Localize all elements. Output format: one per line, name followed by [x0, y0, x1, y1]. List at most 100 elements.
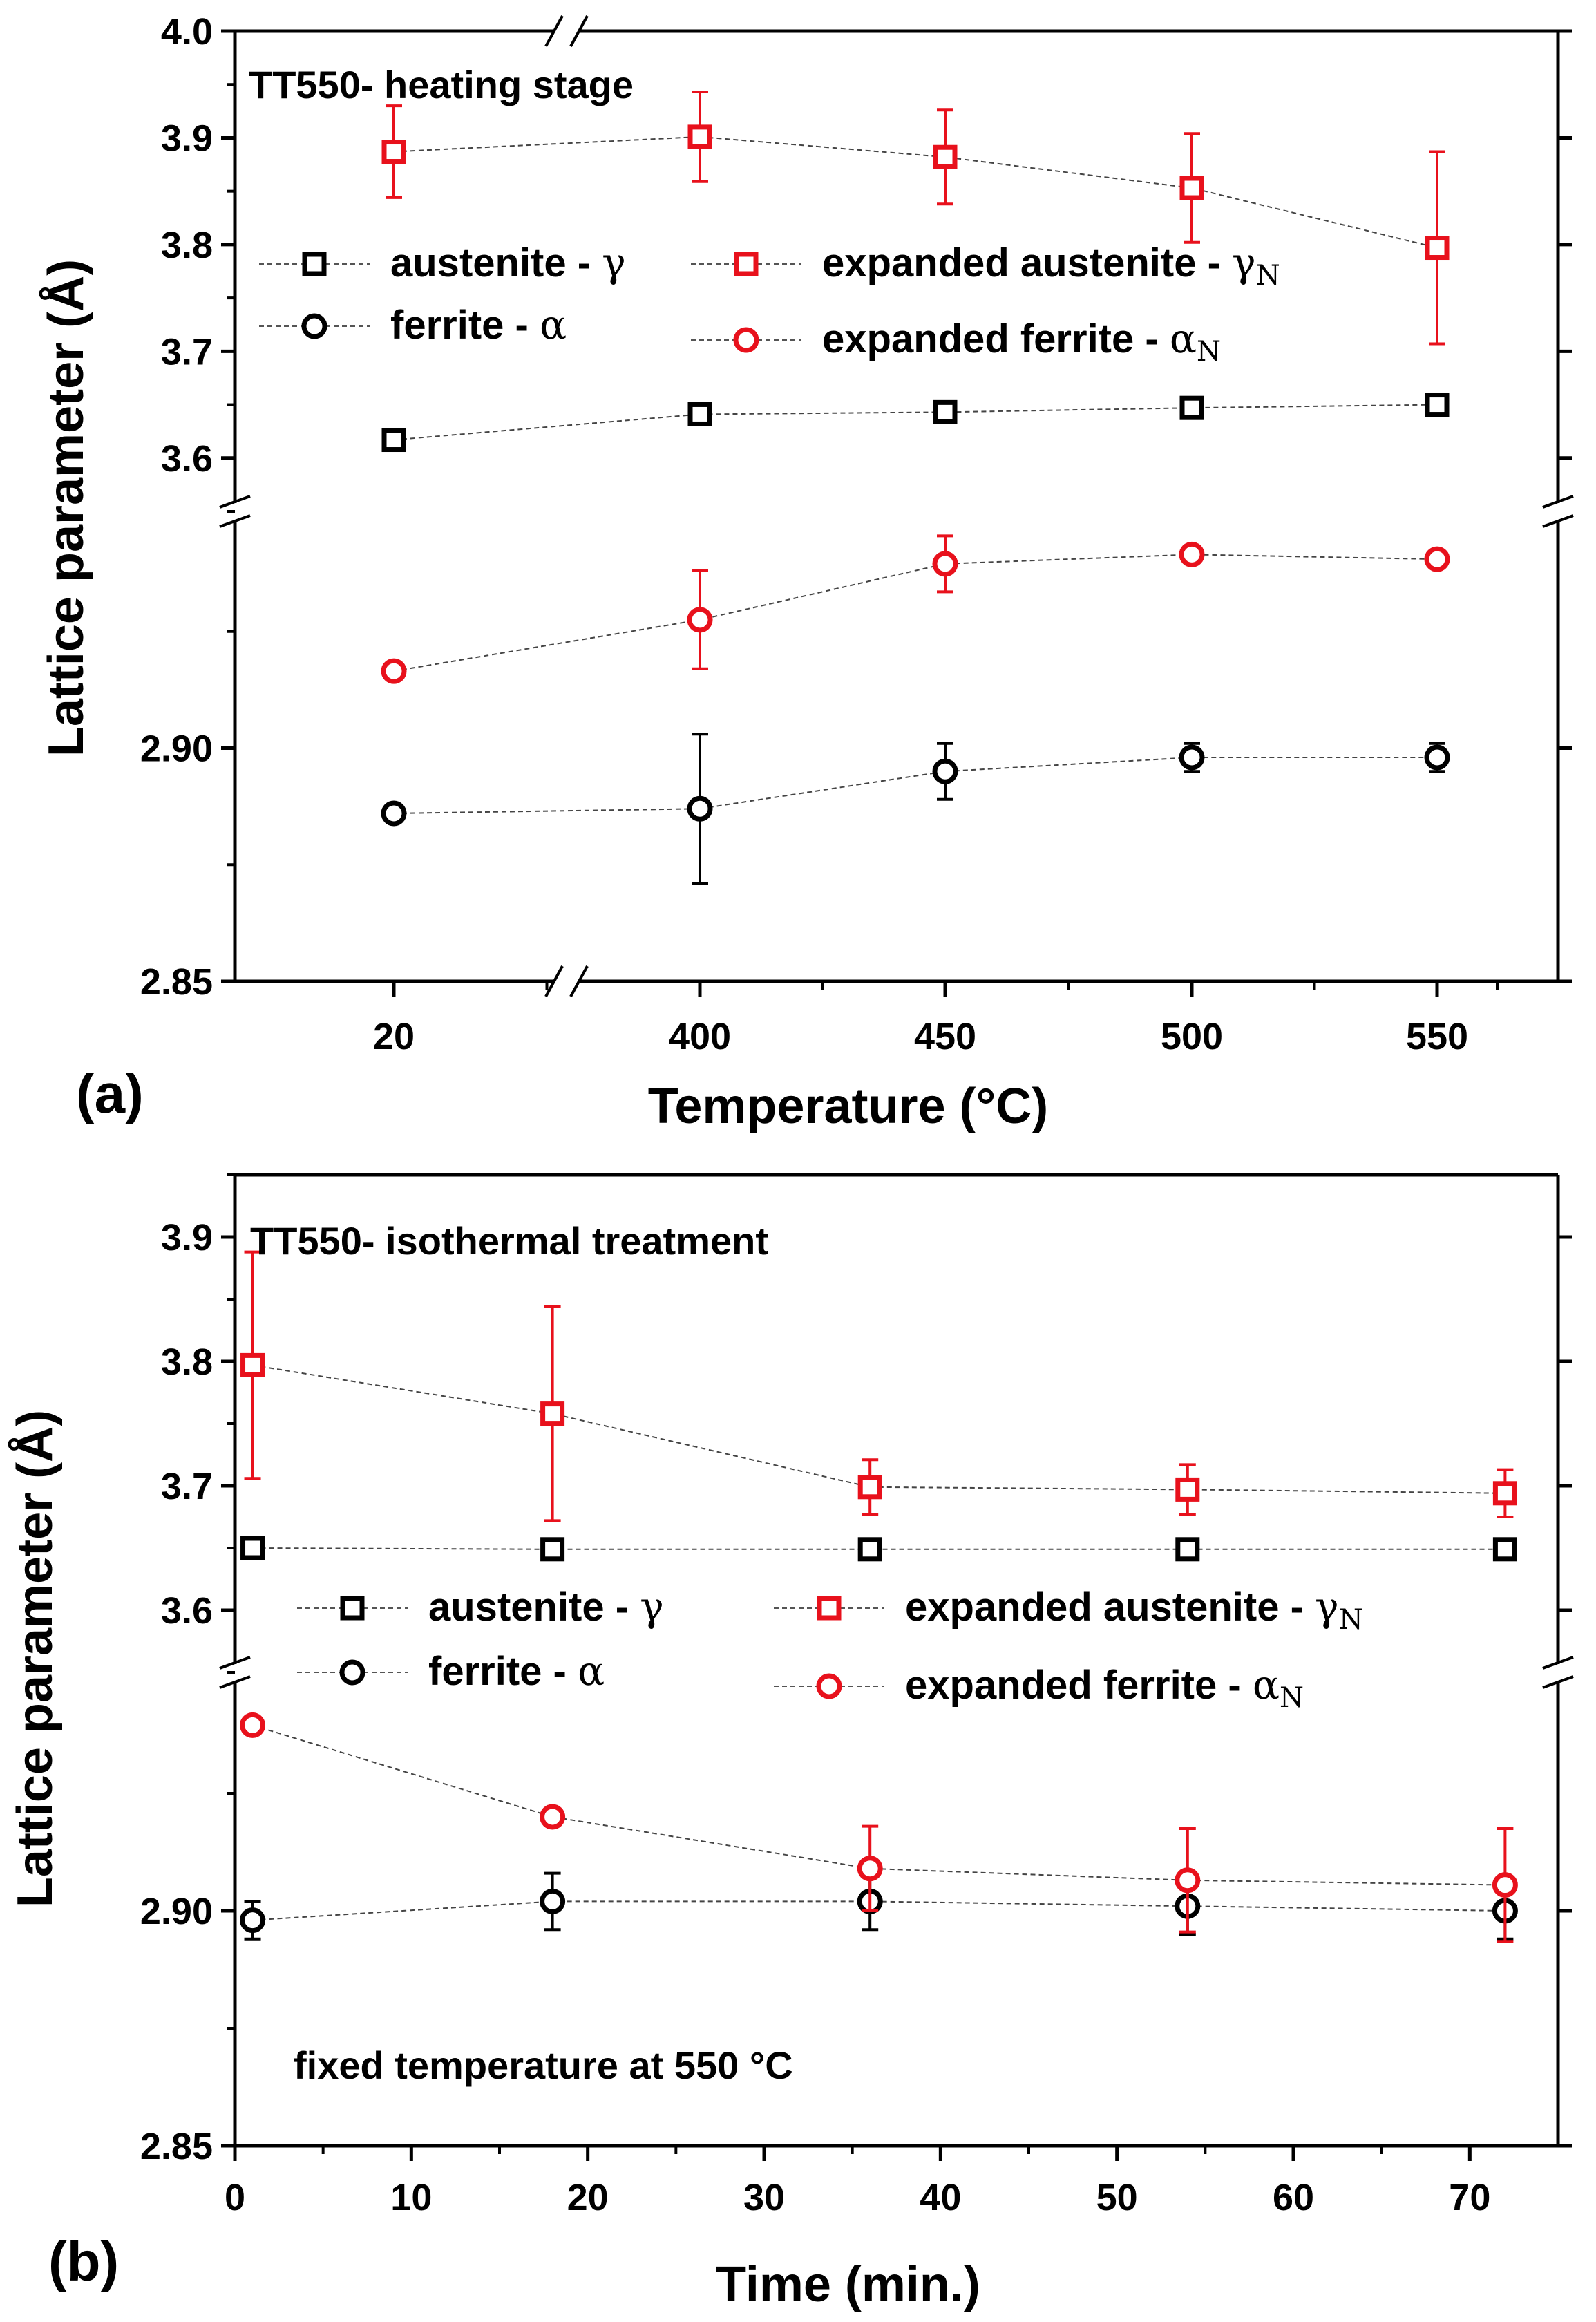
- legend-label-2: ferrite - α: [390, 301, 567, 348]
- data-point: [540, 1537, 565, 1562]
- data-point: [1425, 236, 1450, 261]
- data-point: [540, 1888, 566, 1914]
- legend-label-1: expanded austenite - γN: [822, 239, 1280, 292]
- series-austenite: [381, 393, 1450, 453]
- y-tick-label: 3.7: [161, 1466, 213, 1507]
- data-point: [933, 399, 958, 424]
- y-tick-label: 2.90: [140, 1891, 213, 1932]
- data-point: [1492, 1537, 1517, 1562]
- axis-break-mark: [219, 514, 251, 528]
- legend-label-3: expanded ferrite - αN: [905, 1661, 1304, 1714]
- chart-panel-a: 3.6 3.7 3.8 3.9 4.0 2.85 2.90 20 400 450 500 550 aus…: [39, 11, 1574, 1134]
- axis-break-mark: [219, 495, 251, 509]
- data-point: [1492, 1872, 1518, 1898]
- series-line: [252, 1364, 1505, 1494]
- series-expanded_austenite: [240, 1250, 1517, 1522]
- panel-label: (a): [76, 1063, 144, 1124]
- chart-panel-b: 3.6 3.7 3.8 3.9 2.85 2.90 0 10 20 30 40 50 60 70 auste…: [8, 1173, 1574, 2312]
- x-tick-label: 70: [1449, 2177, 1490, 2218]
- series-austenite: [240, 1536, 1517, 1562]
- data-point: [687, 402, 712, 426]
- legend-label-3: expanded ferrite - αN: [822, 315, 1221, 368]
- series-line: [393, 135, 1438, 249]
- legend-marker: [734, 252, 759, 276]
- data-point: [1424, 744, 1450, 771]
- x-tick-label: 450: [914, 1016, 976, 1057]
- legend-marker: [817, 1596, 842, 1621]
- axis-break-mark: [1542, 1675, 1574, 1689]
- chart-annotation: fixed temperature at 550 °C: [294, 2043, 793, 2087]
- x-axis-break-mark: [569, 15, 589, 47]
- y-tick-label: 3.6: [161, 438, 213, 480]
- data-point: [381, 800, 407, 827]
- data-point: [1492, 1481, 1517, 1506]
- x-tick-label: 40: [920, 2177, 961, 2218]
- y-axis-label: Lattice parameter (Å): [39, 259, 94, 757]
- data-point: [687, 607, 713, 633]
- data-point: [381, 658, 407, 684]
- legend: austenite - γ expanded austenite - γN ferr…: [259, 239, 1280, 368]
- data-point: [240, 1712, 266, 1738]
- x-axis-break-mark: [569, 965, 589, 997]
- series-line: [393, 554, 1438, 672]
- series-line: [393, 757, 1437, 814]
- x-tick-label: 20: [373, 1016, 415, 1057]
- panel-label: (b): [48, 2231, 119, 2292]
- y-tick-label: 2.90: [140, 728, 213, 770]
- series-ferrite: [381, 733, 1450, 885]
- data-point: [1175, 1867, 1201, 1894]
- axis-break-mark: [219, 1656, 251, 1670]
- legend-label-1: expanded austenite - γN: [905, 1583, 1363, 1636]
- legend-marker: [301, 313, 327, 339]
- axis-break-mark: [1542, 1656, 1574, 1670]
- data-point: [381, 140, 406, 164]
- data-point: [933, 144, 958, 169]
- legend-label-0: austenite - γ: [428, 1583, 664, 1630]
- legend-label-2: ferrite - α: [428, 1648, 605, 1695]
- series-line: [393, 404, 1438, 441]
- data-point: [932, 758, 958, 784]
- y-tick-label: 3.8: [161, 225, 213, 266]
- chart-title: TT550- isothermal treatment: [250, 1219, 768, 1263]
- legend-marker: [340, 1596, 365, 1621]
- y-tick-label: 3.7: [161, 331, 213, 372]
- y-tick-label: 3.8: [161, 1341, 213, 1383]
- axis-break-mark: [1542, 514, 1574, 528]
- y-axis-label: Lattice parameter (Å): [8, 1410, 63, 1907]
- x-axis-label: Time (min.): [716, 2257, 980, 2312]
- data-point: [687, 795, 713, 822]
- data-point: [1175, 1477, 1200, 1502]
- data-point: [857, 1856, 883, 1882]
- data-point: [1425, 393, 1450, 417]
- data-point: [687, 124, 712, 149]
- series-expanded_austenite: [381, 91, 1450, 346]
- y-tick-label: 3.6: [161, 1590, 213, 1632]
- x-tick-label: 10: [390, 2177, 432, 2218]
- x-tick-label: 50: [1096, 2177, 1138, 2218]
- legend: austenite - γ expanded austenite - γN ferr…: [297, 1583, 1363, 1714]
- x-tick-label: 20: [567, 2177, 609, 2218]
- chart-title: TT550- heating stage: [249, 63, 634, 106]
- data-point: [932, 551, 958, 577]
- legend-marker: [302, 252, 327, 276]
- x-tick-label: 0: [225, 2177, 245, 2218]
- data-point: [240, 1907, 266, 1934]
- x-tick-label: 400: [669, 1016, 731, 1057]
- data-point: [1175, 1537, 1200, 1562]
- data-point: [240, 1536, 265, 1560]
- series-ferrite: [240, 1871, 1518, 1941]
- series-line: [252, 1724, 1505, 1886]
- y-tick-label: 2.85: [140, 2126, 213, 2167]
- x-tick-label: 500: [1161, 1016, 1223, 1057]
- y-tick-label: 2.85: [140, 961, 213, 1003]
- axis-break-mark: [1542, 495, 1574, 509]
- legend-marker: [816, 1673, 842, 1699]
- x-tick-label: 30: [743, 2177, 785, 2218]
- data-point: [1179, 176, 1204, 200]
- x-axis-label: Temperature (°C): [648, 1079, 1049, 1134]
- legend-marker: [339, 1659, 365, 1686]
- series-expanded_ferrite: [381, 534, 1450, 684]
- data-point: [857, 1537, 882, 1562]
- legend-label-0: austenite - γ: [390, 239, 626, 286]
